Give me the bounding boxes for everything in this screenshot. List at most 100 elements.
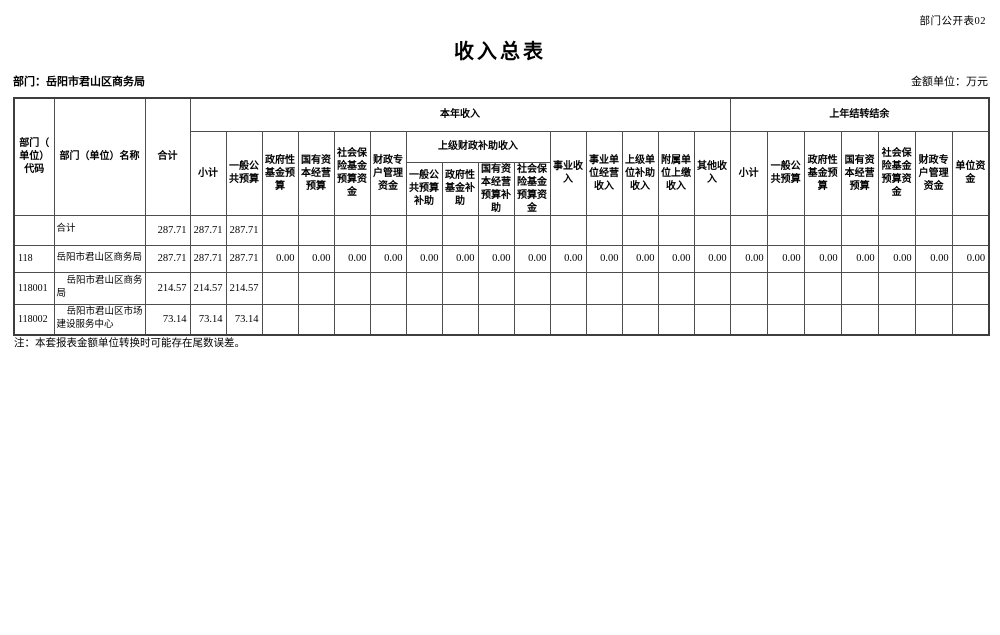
cell-amount	[297, 214, 335, 246]
cell-amount: 214.57	[225, 271, 263, 305]
header-cy-fiscal-account-funds: 财政专户管理资金	[369, 130, 407, 216]
cell-amount	[766, 303, 805, 336]
header-co-general-public-budget: 一般公共预算	[766, 130, 805, 216]
header-unit-name: 部门（单位）名称	[53, 97, 146, 216]
cell-unit-name: 岳阳市君山区商务局	[53, 271, 146, 305]
cell-amount: 287.71	[225, 214, 263, 246]
cell-amount	[441, 271, 479, 305]
cell-amount	[585, 214, 623, 246]
header-cy-general-public-budget: 一般公共预算	[225, 130, 263, 216]
cell-amount: 0.00	[877, 244, 916, 273]
table-row: 118001 岳阳市君山区商务局 214.57 214.57 214.57	[13, 271, 990, 305]
cell-amount	[840, 214, 879, 246]
cell-amount: 0.00	[585, 244, 623, 273]
header-co-unit-funds: 单位资金	[951, 130, 990, 216]
cell-amount	[803, 214, 842, 246]
cell-amount: 0.00	[951, 244, 990, 273]
header-cy-business-operation-income: 事业单位经营收入	[585, 130, 623, 216]
cell-amount	[261, 214, 299, 246]
table-row: 118 岳阳市君山区商务局 287.71 287.71 287.71 0.00 0.00 0.…	[13, 244, 990, 273]
cell-amount	[693, 303, 731, 336]
header-cy-subtotal: 小计	[189, 130, 227, 216]
cell-unit-code: 118	[13, 244, 55, 273]
cell-amount	[513, 214, 551, 246]
cell-amount	[549, 271, 587, 305]
cell-amount	[333, 214, 371, 246]
header-subsidy-state-capital: 国有资本经营预算补助	[477, 161, 515, 216]
cell-amount	[877, 271, 916, 305]
cell-amount	[693, 271, 731, 305]
cell-unit-code	[13, 214, 55, 246]
cell-amount: 0.00	[441, 244, 479, 273]
cell-amount: 73.14	[225, 303, 263, 336]
header-cy-social-insurance-fund: 社会保险基金预算资金	[333, 130, 371, 216]
cell-amount	[369, 214, 407, 246]
header-cy-superior-unit-subsidy: 上级单位补助收入	[621, 130, 659, 216]
header-subsidy-general-public: 一般公共预算补助	[405, 161, 443, 216]
header-co-gov-fund-budget: 政府性基金预算	[803, 130, 842, 216]
cell-amount: 0.00	[513, 244, 551, 273]
cell-amount	[513, 303, 551, 336]
cell-amount	[951, 271, 990, 305]
cell-amount	[621, 303, 659, 336]
cell-amount	[261, 303, 299, 336]
cell-amount	[549, 214, 587, 246]
cell-amount	[297, 303, 335, 336]
cell-amount: 0.00	[297, 244, 335, 273]
cell-amount	[585, 303, 623, 336]
cell-amount	[840, 271, 879, 305]
cell-unit-code: 118002	[13, 303, 55, 336]
cell-amount: 214.57	[144, 271, 191, 305]
cell-amount: 0.00	[621, 244, 659, 273]
cell-amount	[513, 271, 551, 305]
income-summary-table: 部门（单位）代码 部门（单位）名称 合计 本年收入 上年结转结余 小计 一般公共…	[13, 97, 991, 336]
amount-unit-label: 金额单位：万元	[911, 76, 988, 88]
cell-amount: 0.00	[405, 244, 443, 273]
cell-amount	[657, 214, 695, 246]
cell-amount	[261, 271, 299, 305]
form-number-label: 部门公开表02	[919, 16, 986, 27]
cell-amount	[729, 271, 768, 305]
header-cy-other-income: 其他收入	[693, 130, 731, 216]
cell-amount	[877, 214, 916, 246]
cell-amount	[840, 303, 879, 336]
footnote: 注：本套报表金额单位转换时可能存在尾数误差。	[14, 338, 245, 349]
cell-amount: 287.71	[144, 244, 191, 273]
cell-amount	[914, 303, 953, 336]
table-row: 合计 287.71 287.71 287.71	[13, 214, 990, 246]
cell-unit-name: 合计	[53, 214, 146, 246]
cell-amount: 0.00	[549, 244, 587, 273]
cell-amount	[803, 271, 842, 305]
cell-amount: 0.00	[914, 244, 953, 273]
cell-amount: 0.00	[369, 244, 407, 273]
cell-amount	[333, 303, 371, 336]
cell-amount	[549, 303, 587, 336]
cell-amount: 287.71	[225, 244, 263, 273]
cell-amount	[693, 214, 731, 246]
cell-amount	[621, 271, 659, 305]
header-row-columns: 小计 一般公共预算 政府性基金预算 国有资本经营预算 社会保险基金预算资金 财政…	[14, 130, 990, 216]
header-subsidy-social-insurance: 社会保险基金预算资金	[513, 161, 551, 216]
header-cy-operating-income: 事业收入	[549, 130, 587, 216]
header-cy-state-capital-budget: 国有资本经营预算	[297, 130, 335, 216]
cell-amount	[803, 303, 842, 336]
cell-amount: 287.71	[189, 244, 227, 273]
header-co-social-insurance-fund: 社会保险基金预算资金	[877, 130, 916, 216]
header-grand-total: 合计	[144, 97, 191, 216]
cell-amount	[951, 303, 990, 336]
header-superior-subsidy-group: 上级财政补助收入	[405, 130, 551, 163]
header-co-subtotal: 小计	[729, 130, 768, 216]
meta-row: 部门：岳阳市君山区商务局 金额单位：万元	[13, 73, 988, 89]
cell-amount: 0.00	[477, 244, 515, 273]
cell-amount	[369, 303, 407, 336]
cell-unit-code: 118001	[13, 271, 55, 305]
cell-amount: 0.00	[333, 244, 371, 273]
cell-amount: 287.71	[189, 214, 227, 246]
header-row-groups: 部门（单位）代码 部门（单位）名称 合计 本年收入 上年结转结余	[13, 97, 990, 216]
cell-amount	[477, 271, 515, 305]
cell-amount: 0.00	[840, 244, 879, 273]
cell-amount	[441, 214, 479, 246]
cell-amount	[477, 303, 515, 336]
cell-amount	[951, 214, 990, 246]
cell-unit-name: 岳阳市君山区市场建设服务中心	[53, 303, 146, 336]
